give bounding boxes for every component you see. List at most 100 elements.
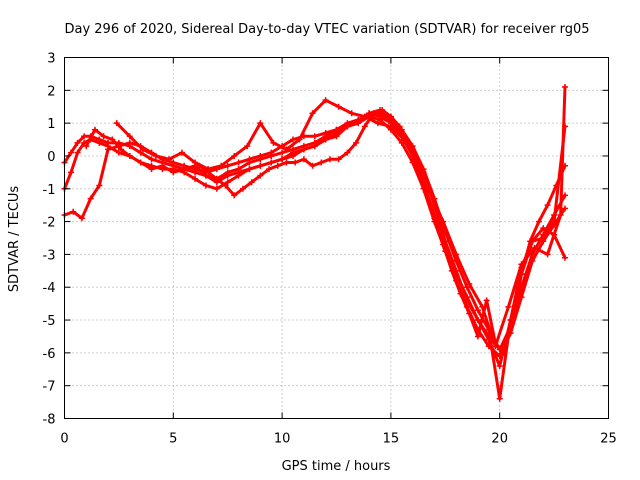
data-point (544, 251, 551, 258)
data-point (561, 84, 568, 91)
data-point (246, 156, 253, 163)
data-point (322, 97, 329, 104)
data-point (311, 133, 318, 140)
data-point (78, 215, 85, 222)
data-point (405, 139, 412, 146)
data-point (289, 136, 296, 143)
data-point (137, 159, 144, 166)
data-point (68, 169, 75, 176)
data-point (96, 182, 103, 189)
x-tick-label: 10 (274, 432, 291, 447)
y-axis-label: SDTVAR / TECUs (7, 186, 22, 293)
data-point (553, 182, 560, 189)
data-point (96, 139, 103, 146)
data-point (268, 159, 275, 166)
data-point (379, 107, 386, 114)
x-tick-label: 0 (60, 432, 68, 447)
data-point (448, 267, 455, 274)
data-point (181, 166, 188, 173)
data-point (70, 208, 77, 215)
data-point (361, 123, 368, 130)
data-point (165, 156, 172, 163)
x-tick-label: 20 (491, 432, 508, 447)
data-point (148, 156, 155, 163)
data-point (213, 175, 220, 182)
data-point (505, 303, 512, 310)
data-point (257, 120, 264, 127)
data-point (322, 129, 329, 136)
data-point (109, 136, 116, 143)
axis-ticks (64, 57, 609, 419)
data-point (296, 136, 303, 143)
data-point (68, 149, 75, 156)
data-point (279, 149, 286, 156)
data-point (239, 185, 246, 192)
data-point (431, 215, 438, 222)
y-tick-label: -1 (43, 183, 56, 198)
series-arc-6 (196, 107, 568, 356)
y-tick-label: 3 (47, 52, 55, 67)
data-point (118, 146, 125, 153)
y-tick-label: -5 (43, 314, 56, 329)
y-axis-tick-labels: 3 2 1 0 -1 -2 -3 -4 -5 -6 -7 -8 (43, 52, 56, 428)
data-point (474, 317, 481, 324)
data-point (126, 133, 133, 140)
data-point (387, 113, 394, 120)
data-point (159, 162, 166, 169)
chart-title: Day 296 of 2020, Sidereal Day-to-day VTE… (64, 22, 589, 37)
data-point (292, 159, 299, 166)
data-point (561, 192, 568, 199)
data-point (274, 162, 281, 169)
data-point (231, 152, 238, 159)
data-point (196, 162, 203, 169)
data-point (457, 290, 464, 297)
y-tick-label: -7 (43, 380, 56, 395)
data-point (309, 110, 316, 117)
y-tick-label: 2 (47, 84, 55, 99)
data-point (440, 241, 447, 248)
data-point (105, 146, 112, 153)
data-point (268, 149, 275, 156)
data-series-layer (61, 84, 568, 402)
data-point (224, 179, 231, 186)
data-point (248, 179, 255, 186)
data-point (466, 310, 473, 317)
data-point (309, 162, 316, 169)
data-point (540, 235, 547, 241)
data-point (170, 169, 177, 176)
data-point (318, 159, 325, 166)
data-point (246, 166, 253, 173)
data-point (518, 271, 525, 278)
data-point (83, 143, 90, 150)
x-tick-label: 25 (600, 432, 617, 447)
data-point (311, 143, 318, 150)
data-point (544, 202, 551, 209)
data-point (179, 149, 186, 156)
data-point (126, 152, 133, 159)
data-point (557, 212, 564, 219)
data-point (474, 333, 481, 340)
data-point (279, 156, 286, 163)
data-point (270, 139, 277, 146)
x-axis-tick-labels: 0 5 10 15 20 25 (60, 432, 616, 447)
data-point (353, 139, 360, 146)
data-point (361, 113, 368, 120)
data-point (540, 225, 547, 232)
data-point (257, 152, 264, 159)
data-point (535, 218, 542, 225)
data-point (137, 149, 144, 156)
data-point (81, 133, 88, 140)
data-point (152, 152, 159, 159)
data-point (283, 146, 290, 153)
data-point (561, 205, 568, 212)
data-point (218, 162, 225, 169)
data-point (192, 159, 199, 166)
data-point (374, 120, 381, 127)
data-point (113, 120, 120, 127)
data-point (387, 123, 394, 130)
data-point (370, 110, 377, 117)
series-line (115, 85, 567, 348)
data-point (440, 218, 447, 225)
data-point (202, 182, 209, 189)
data-point (333, 126, 340, 133)
